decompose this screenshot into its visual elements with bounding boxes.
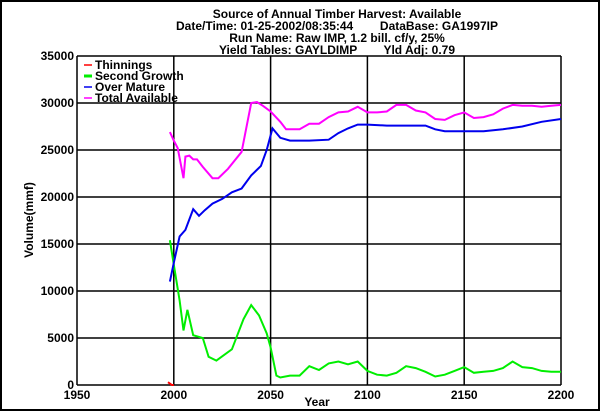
legend-label-second-growth: Second Growth [95,69,184,83]
legend-label-over-mature: Over Mature [95,80,165,94]
grid [76,55,562,386]
y-tick-label: 30000 [41,96,75,110]
legend-label-total-available: Total Available [95,91,178,105]
y-axis-label: Volume(mmf) [22,182,36,258]
y-tick-label: 20000 [41,190,75,204]
y-tick-label: 5000 [47,331,74,345]
x-tick-label: 1950 [64,388,91,402]
x-tick-label: 2000 [160,388,187,402]
tick-labels: 1950 2000 2050 2100 2150 2200 0 5000 10000 15000 2… [41,49,575,402]
legend-label-thinnings: Thinnings [95,58,153,72]
title-line: Yield Tables: GAYLDIMP Yld Adj: 0.79 [219,43,455,57]
x-tick-label: 2200 [548,388,575,402]
title-line: Run Name: Raw IMP, 1.2 bill. cf/y, 25% [229,31,445,45]
x-tick-label: 2050 [257,388,284,402]
y-tick-label: 0 [67,378,74,392]
x-axis-label: Year [304,395,330,409]
series-lines [167,101,562,386]
series-line-total-available [168,101,562,180]
series-line-thinnings [167,381,174,386]
chart-title: Source of Annual Timber Harvest: Availab… [176,7,498,57]
y-tick-label: 15000 [41,237,75,251]
x-tick-label: 2100 [354,388,381,402]
y-tick-label: 25000 [41,143,75,157]
series-line-over-mature [168,118,562,282]
title-line: Date/Time: 01-25-2002/08:35:44 DataBase:… [176,19,498,33]
title-line: Source of Annual Timber Harvest: Availab… [213,7,462,21]
y-tick-label: 35000 [41,49,75,63]
y-tick-label: 10000 [41,284,75,298]
series-line-second-growth [168,240,561,379]
x-tick-label: 2150 [451,388,478,402]
